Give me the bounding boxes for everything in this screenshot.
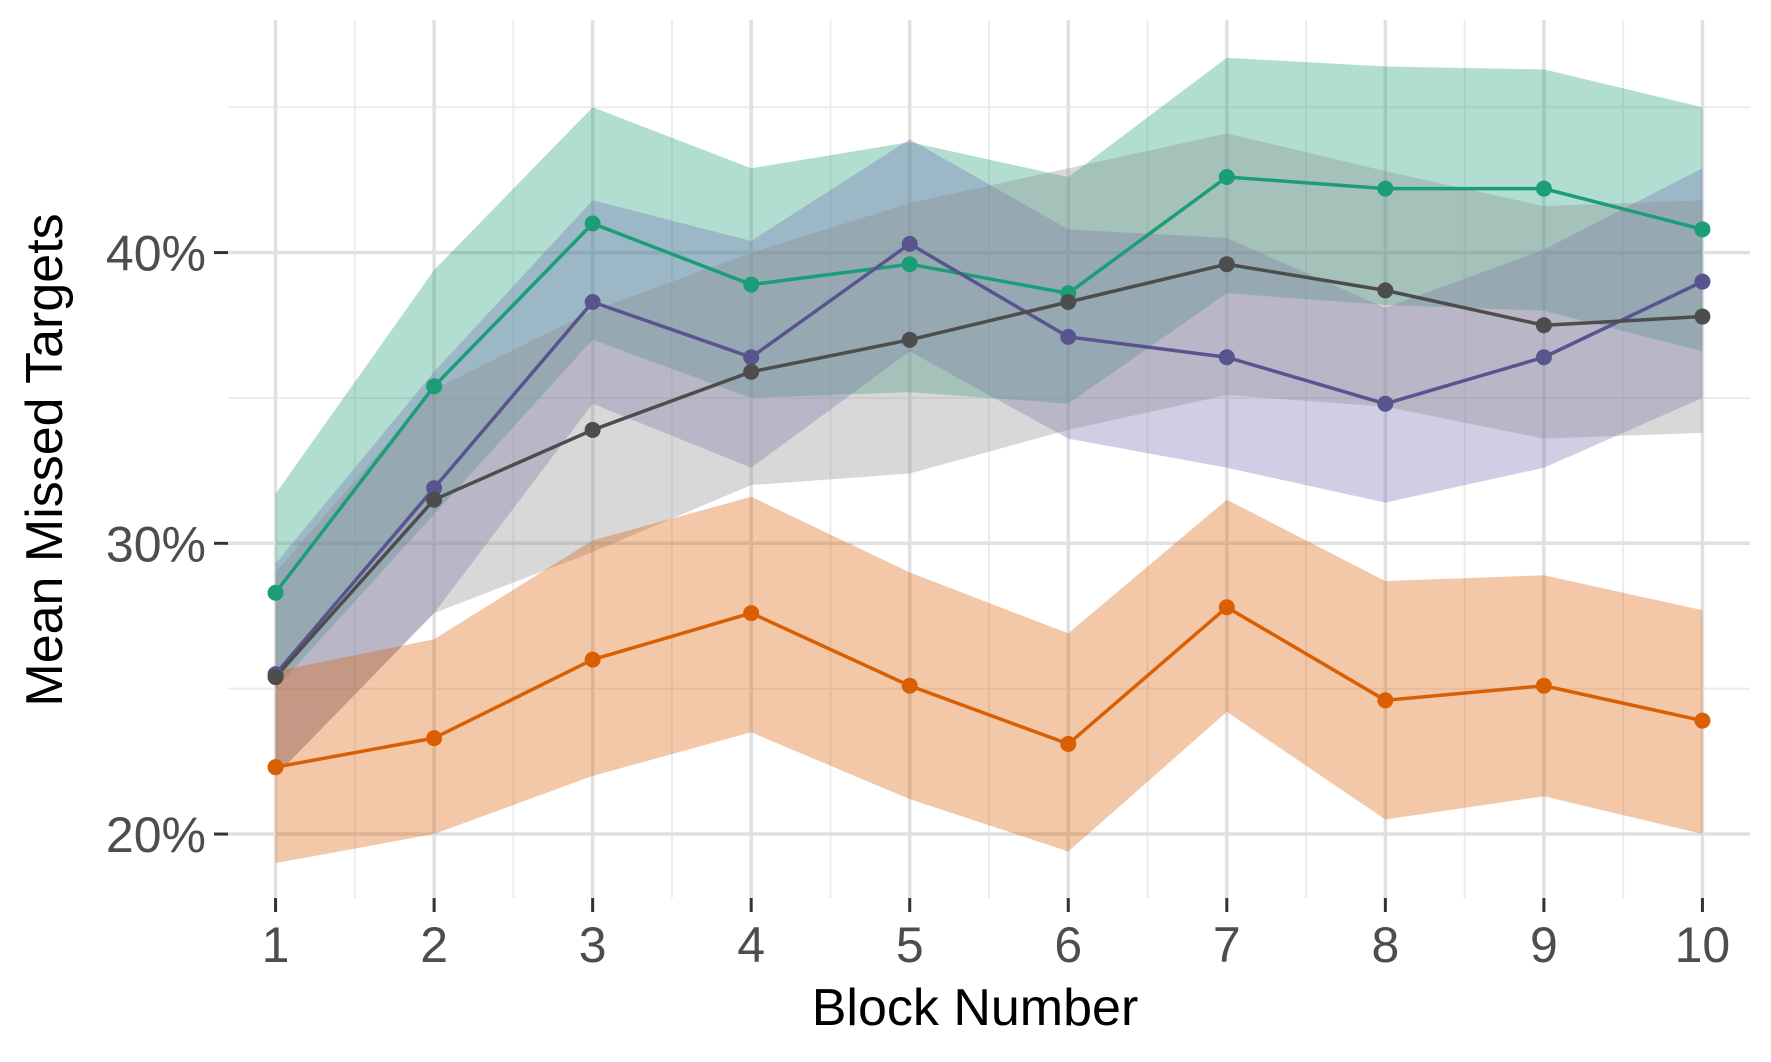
series-line-3 [274, 262, 1703, 679]
x-tick-label: 8 [1371, 917, 1399, 973]
x-tick-label: 5 [896, 917, 924, 973]
x-tick-label: 9 [1530, 917, 1558, 973]
data-point [584, 651, 601, 668]
data-point [267, 669, 284, 686]
data-point [1218, 599, 1235, 616]
series-line-2 [274, 242, 1704, 676]
data-point [743, 349, 760, 366]
data-point [1060, 294, 1077, 311]
data-point [426, 480, 443, 497]
minor-gridlines [228, 20, 1750, 898]
series-lines [274, 175, 1704, 769]
data-point [426, 491, 443, 508]
data-point [1694, 273, 1711, 290]
data-point [743, 363, 760, 380]
confidence-band-4 [275, 496, 1703, 864]
data-point [267, 584, 284, 601]
y-tick-label: 40% [106, 226, 206, 282]
y-axis-tick-labels: 20% 30% 40% [106, 226, 206, 863]
data-point [901, 677, 918, 694]
data-point [584, 294, 601, 311]
series-line-4 [275, 605, 1703, 769]
data-point [1218, 349, 1235, 366]
data-point [584, 421, 601, 438]
data-point [426, 378, 443, 395]
data-point [1694, 712, 1711, 729]
x-tick-label: 4 [737, 917, 765, 973]
data-point [1535, 677, 1552, 694]
data-point [1218, 256, 1235, 273]
data-point [1535, 180, 1552, 197]
data-point [267, 759, 284, 776]
confidence-band-3 [275, 133, 1703, 776]
x-tick-label: 7 [1213, 917, 1241, 973]
data-point [1218, 168, 1235, 185]
data-point [584, 215, 601, 232]
x-axis-tick-labels: 1 2 3 4 5 6 7 8 9 10 [262, 917, 1731, 973]
confidence-band-1 [275, 57, 1703, 689]
data-point [1694, 308, 1711, 325]
y-axis-title: Mean Missed Targets [16, 213, 74, 706]
axis-ticks [214, 251, 1704, 912]
x-tick-label: 1 [262, 917, 290, 973]
data-point [1377, 180, 1394, 197]
major-gridlines [228, 20, 1750, 898]
data-point [901, 256, 918, 273]
data-point [743, 276, 760, 293]
x-tick-label: 10 [1675, 917, 1731, 973]
data-point [901, 331, 918, 348]
data-point [743, 605, 760, 622]
y-tick-label: 20% [106, 807, 206, 863]
confidence-band-2 [275, 139, 1703, 776]
data-point [1377, 395, 1394, 412]
x-tick-label: 6 [1054, 917, 1082, 973]
series-points [267, 168, 1711, 776]
y-tick-label: 30% [106, 516, 206, 572]
data-point [901, 235, 918, 252]
confidence-bands [275, 57, 1703, 864]
data-point [1694, 221, 1711, 238]
data-point [426, 730, 443, 747]
data-point [1060, 328, 1077, 345]
x-tick-label: 3 [579, 917, 607, 973]
x-axis-title: Block Number [812, 979, 1139, 1037]
data-point [1060, 735, 1077, 752]
x-tick-label: 2 [420, 917, 448, 973]
data-point [1377, 282, 1394, 299]
data-point [1535, 317, 1552, 334]
data-point [1377, 692, 1394, 709]
series-line-1 [274, 175, 1703, 594]
data-point [1535, 349, 1552, 366]
